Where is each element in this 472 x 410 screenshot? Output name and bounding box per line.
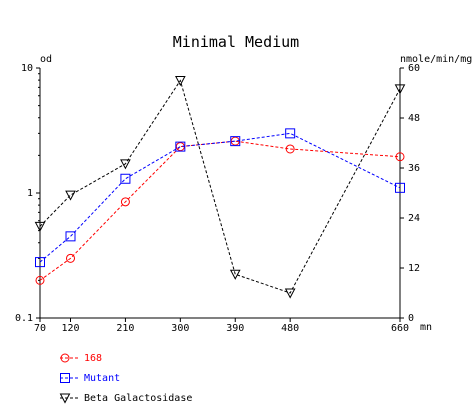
series-mutant bbox=[35, 128, 405, 268]
series-layer bbox=[34, 76, 406, 299]
legend-item-168: 168 bbox=[60, 353, 102, 364]
x-tick-label: 120 bbox=[61, 323, 79, 334]
x-axis-unit: mn bbox=[420, 322, 432, 333]
legend-item-mutant: Mutant bbox=[60, 373, 120, 384]
y-left-tick-label: 0.1 bbox=[15, 313, 33, 324]
data-point-mutant bbox=[285, 128, 296, 139]
y-right-tick-label: 36 bbox=[408, 163, 420, 174]
data-point-mutant bbox=[35, 257, 45, 268]
data-point-beta-galactosidase bbox=[34, 221, 46, 232]
data-point-beta-galactosidase bbox=[284, 288, 296, 299]
data-point-mutant bbox=[230, 136, 241, 147]
data-point-beta-galactosidase bbox=[65, 190, 76, 201]
x-tick-label: 660 bbox=[391, 323, 409, 334]
legend-label-beta-galactosidase: Beta Galactosidase bbox=[84, 393, 192, 404]
y-right-tick-label: 0 bbox=[408, 313, 414, 324]
y-right-tick-label: 12 bbox=[408, 263, 420, 274]
legend-marker-168 bbox=[60, 353, 70, 363]
chart-title: Minimal Medium bbox=[173, 33, 299, 51]
y-left-axis-label: od bbox=[40, 54, 52, 65]
y-right-tick-label: 48 bbox=[408, 113, 420, 124]
data-point-168 bbox=[120, 197, 130, 207]
data-point-mutant bbox=[120, 173, 131, 184]
legend: 168 Mutant Beta Galactosidase bbox=[59, 353, 192, 404]
data-point-168 bbox=[35, 275, 45, 285]
x-tick-label: 480 bbox=[281, 323, 299, 334]
y-right-axis-label: nmole/min/mg bbox=[400, 54, 472, 65]
y-right-tick-label: 24 bbox=[408, 213, 420, 224]
legend-label-168: 168 bbox=[84, 353, 102, 364]
data-point-beta-galactosidase bbox=[175, 76, 186, 87]
legend-marker-mutant bbox=[60, 373, 70, 383]
series-line-168 bbox=[39, 140, 401, 281]
legend-item-beta-galactosidase: Beta Galactosidase bbox=[59, 393, 192, 404]
y-right-tick-label: 60 bbox=[408, 63, 420, 74]
y-left-tick-label: 1 bbox=[27, 188, 33, 199]
data-point-beta-galactosidase bbox=[120, 159, 131, 170]
x-tick-label: 210 bbox=[116, 323, 134, 334]
series-beta-galactosidase bbox=[34, 76, 406, 299]
data-point-168 bbox=[285, 144, 295, 154]
legend-label-mutant: Mutant bbox=[84, 373, 120, 384]
data-point-mutant bbox=[175, 141, 186, 152]
series-168 bbox=[35, 136, 405, 285]
x-tick-label: 300 bbox=[171, 323, 189, 334]
data-point-beta-galactosidase bbox=[394, 84, 406, 95]
series-line-beta-galactosidase bbox=[39, 79, 401, 294]
data-point-mutant bbox=[395, 182, 405, 193]
data-point-168 bbox=[395, 152, 405, 162]
data-point-beta-galactosidase bbox=[229, 269, 241, 280]
x-tick-label: 70 bbox=[34, 323, 46, 334]
x-tick-label: 390 bbox=[226, 323, 244, 334]
axes: 70 120 210 300 390 480 660 0.1 1 10 0 12 24 36 48 60 bbox=[15, 63, 420, 334]
y-left-tick-label: 10 bbox=[21, 63, 33, 74]
data-point-168 bbox=[66, 253, 76, 263]
legend-marker-beta-galactosidase bbox=[59, 393, 71, 404]
data-point-mutant bbox=[65, 231, 76, 242]
